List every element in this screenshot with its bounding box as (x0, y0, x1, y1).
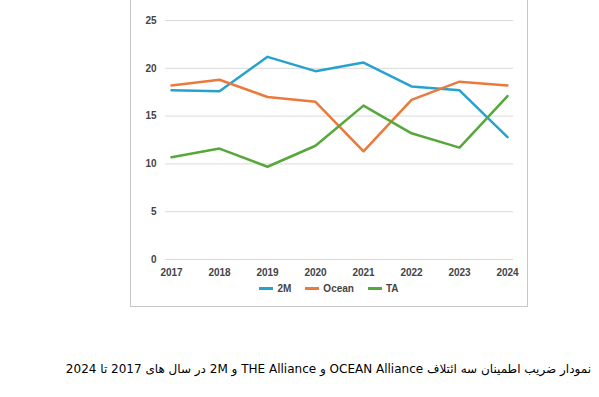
svg-text:10: 10 (145, 158, 157, 169)
svg-text:20: 20 (145, 63, 157, 74)
html-text:نمودار ضریب اطمینان سه ائتلاف: نمودار ضریب اطمینان سه ائتلاف OCEAN Alli… (65, 362, 591, 376)
svg-text:2020: 2020 (304, 267, 327, 278)
svg-text:2023: 2023 (448, 267, 471, 278)
svg-text:2024: 2024 (496, 267, 519, 278)
svg-text:2021: 2021 (352, 267, 375, 278)
html-text:TA: TA (385, 283, 399, 294)
html-text:Ocean: Ocean (323, 283, 354, 294)
svg-text:5: 5 (151, 206, 157, 217)
svg-text:15: 15 (145, 110, 157, 121)
svg-text:25: 25 (145, 15, 157, 26)
svg-text:2018: 2018 (208, 267, 231, 278)
html-text:2M: 2M (277, 283, 292, 294)
svg-text:2019: 2019 (256, 267, 279, 278)
svg-text:0: 0 (151, 254, 157, 265)
svg-text:2022: 2022 (400, 267, 423, 278)
svg-text:2017: 2017 (160, 267, 183, 278)
